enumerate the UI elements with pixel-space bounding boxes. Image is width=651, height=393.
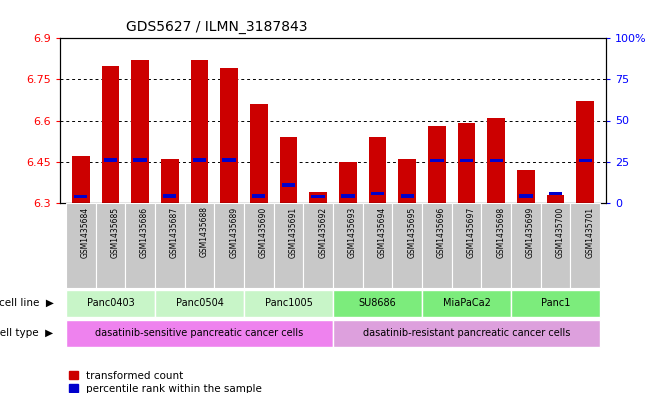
Bar <box>104 158 117 162</box>
Bar <box>155 290 244 316</box>
Bar <box>547 195 564 203</box>
Bar <box>193 158 206 162</box>
Text: cell type  ▶: cell type ▶ <box>0 328 53 338</box>
Text: GSM1435687: GSM1435687 <box>170 206 179 257</box>
Bar <box>570 203 600 288</box>
Bar <box>371 191 384 195</box>
Legend: transformed count, percentile rank within the sample: transformed count, percentile rank withi… <box>65 366 266 393</box>
Bar <box>519 194 533 198</box>
Bar <box>66 290 155 316</box>
Bar <box>303 203 333 288</box>
Bar <box>333 320 600 347</box>
Bar <box>66 320 333 347</box>
Text: GSM1435691: GSM1435691 <box>288 206 298 257</box>
Bar <box>74 195 87 198</box>
Text: GSM1435685: GSM1435685 <box>111 206 119 257</box>
Bar <box>579 158 592 162</box>
Bar <box>311 195 325 198</box>
Bar <box>422 290 511 316</box>
Text: Panc0504: Panc0504 <box>176 298 223 308</box>
Text: MiaPaCa2: MiaPaCa2 <box>443 298 490 308</box>
Text: GSM1435688: GSM1435688 <box>199 206 208 257</box>
Text: GSM1435684: GSM1435684 <box>81 206 90 257</box>
Bar <box>393 203 422 288</box>
Bar <box>220 68 238 203</box>
Text: dasatinib-sensitive pancreatic cancer cells: dasatinib-sensitive pancreatic cancer ce… <box>95 328 303 338</box>
Text: Panc1: Panc1 <box>541 298 570 308</box>
Bar <box>133 158 146 162</box>
Bar <box>488 118 505 203</box>
Bar <box>333 290 422 316</box>
Bar <box>341 194 355 198</box>
Text: GSM1435695: GSM1435695 <box>407 206 416 258</box>
Text: GSM1435696: GSM1435696 <box>437 206 446 258</box>
Bar <box>490 158 503 162</box>
Bar <box>125 203 155 288</box>
Text: GSM1435686: GSM1435686 <box>140 206 149 257</box>
Bar <box>430 158 443 162</box>
Bar <box>422 203 452 288</box>
Bar <box>161 159 178 203</box>
Bar <box>72 156 90 203</box>
Bar <box>66 203 96 288</box>
Bar <box>398 159 416 203</box>
Bar <box>511 290 600 316</box>
Bar <box>428 126 446 203</box>
Text: GSM1435692: GSM1435692 <box>318 206 327 257</box>
Text: GSM1435689: GSM1435689 <box>229 206 238 257</box>
Bar <box>282 183 295 187</box>
Bar <box>541 203 570 288</box>
Bar <box>132 60 149 203</box>
Text: dasatinib-resistant pancreatic cancer cells: dasatinib-resistant pancreatic cancer ce… <box>363 328 570 338</box>
Bar <box>339 162 357 203</box>
Bar <box>214 203 244 288</box>
Bar <box>400 194 414 198</box>
Bar <box>458 123 475 203</box>
Bar <box>460 158 473 162</box>
Text: GSM1435698: GSM1435698 <box>496 206 505 257</box>
Text: GDS5627 / ILMN_3187843: GDS5627 / ILMN_3187843 <box>126 20 307 34</box>
Text: Panc0403: Panc0403 <box>87 298 134 308</box>
Text: GSM1435693: GSM1435693 <box>348 206 357 258</box>
Bar <box>309 192 327 203</box>
Bar <box>576 101 594 203</box>
Bar <box>511 203 541 288</box>
Text: cell line  ▶: cell line ▶ <box>0 298 53 308</box>
Bar <box>102 66 119 203</box>
Bar <box>96 203 125 288</box>
Text: SU8686: SU8686 <box>359 298 396 308</box>
Bar <box>155 203 185 288</box>
Bar <box>333 203 363 288</box>
Bar <box>223 158 236 162</box>
Bar <box>279 137 298 203</box>
Text: Panc1005: Panc1005 <box>264 298 312 308</box>
Bar <box>368 137 387 203</box>
Bar <box>252 194 266 198</box>
Bar <box>481 203 511 288</box>
Text: GSM1435699: GSM1435699 <box>526 206 535 258</box>
Bar <box>273 203 303 288</box>
Bar <box>452 203 481 288</box>
Text: GSM1435690: GSM1435690 <box>259 206 268 258</box>
Text: GSM1435701: GSM1435701 <box>585 206 594 257</box>
Text: GSM1435694: GSM1435694 <box>378 206 387 258</box>
Bar <box>244 203 273 288</box>
Bar <box>363 203 393 288</box>
Bar <box>163 194 176 198</box>
Bar <box>549 191 562 195</box>
Text: GSM1435700: GSM1435700 <box>555 206 564 258</box>
Text: GSM1435697: GSM1435697 <box>467 206 475 258</box>
Bar <box>517 170 534 203</box>
Bar <box>191 60 208 203</box>
Bar <box>250 104 268 203</box>
Bar <box>244 290 333 316</box>
Bar <box>185 203 214 288</box>
